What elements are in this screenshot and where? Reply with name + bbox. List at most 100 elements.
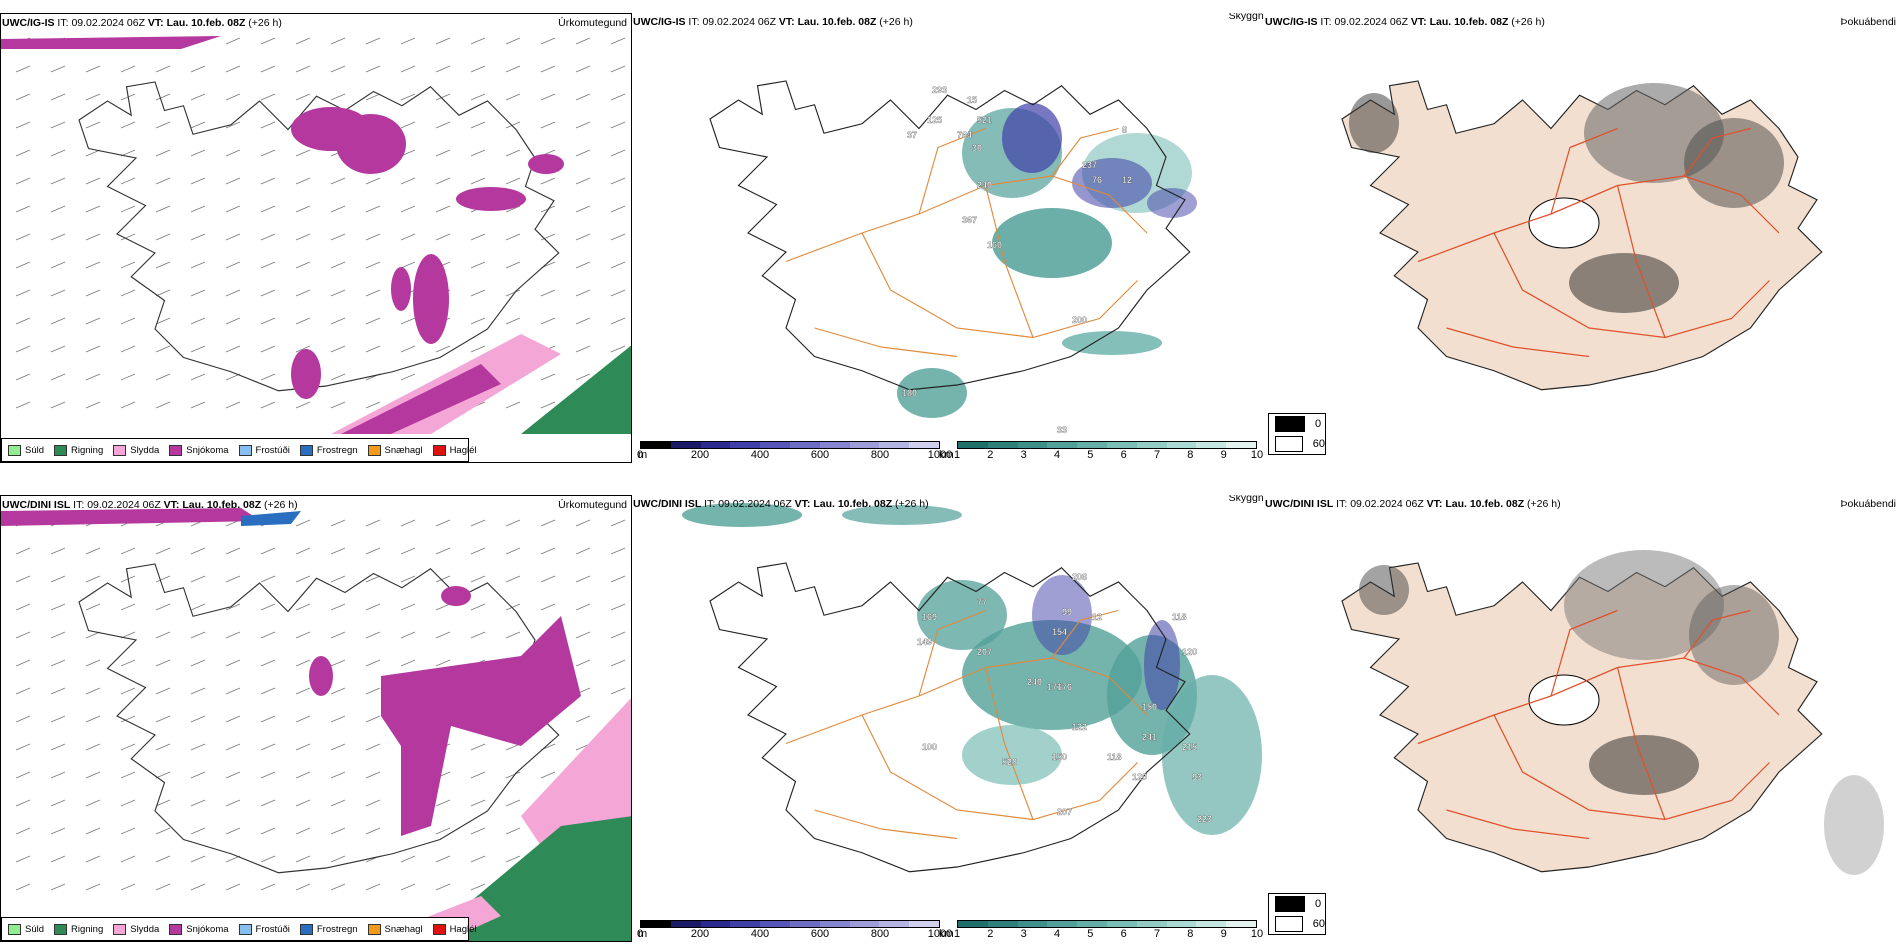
wind-barb bbox=[365, 687, 381, 695]
legend-swatch bbox=[54, 444, 68, 456]
wind-barb bbox=[190, 575, 206, 583]
wind-barb bbox=[225, 317, 241, 325]
wind-barb bbox=[190, 659, 206, 667]
wind-barb bbox=[190, 401, 206, 409]
ceiling-colorbar: 0 200 400 600 800 1000 m bbox=[637, 920, 952, 942]
wind-barb bbox=[120, 659, 136, 667]
wind-barb bbox=[85, 317, 101, 325]
colorbar-segment bbox=[700, 921, 731, 927]
map-title: UWC/DINI ISL IT: 09.02.2024 06Z VT: Lau.… bbox=[2, 499, 298, 511]
wind-barb bbox=[120, 827, 136, 835]
colorbar-tick: 3 bbox=[1020, 928, 1027, 940]
wind-barb bbox=[575, 547, 591, 555]
wind-barb bbox=[540, 575, 556, 583]
wind-barb bbox=[225, 401, 241, 409]
colorbar-segment bbox=[819, 921, 850, 927]
colorbar-segment bbox=[1136, 442, 1167, 448]
wind-barb bbox=[435, 519, 451, 527]
wind-barb bbox=[120, 177, 136, 185]
precip-type-map-ig: UWC/IG-IS IT: 09.02.2024 06Z VT: Lau. 10… bbox=[0, 13, 632, 463]
wind-barb bbox=[15, 743, 31, 751]
wind-barb bbox=[435, 603, 451, 611]
wind-barb bbox=[50, 631, 66, 639]
wind-barb bbox=[15, 603, 31, 611]
wind-barb bbox=[295, 401, 311, 409]
snow-area bbox=[309, 656, 333, 696]
snow-area bbox=[341, 364, 501, 434]
wind-barb bbox=[330, 855, 346, 863]
wind-barb bbox=[540, 603, 556, 611]
wind-barb bbox=[505, 401, 521, 409]
wind-barb bbox=[295, 289, 311, 297]
wind-barb bbox=[505, 177, 521, 185]
ceiling-value-label: 176 bbox=[1057, 682, 1072, 692]
wind-barb bbox=[610, 289, 626, 297]
wind-barb bbox=[400, 883, 416, 891]
wind-barb bbox=[85, 177, 101, 185]
wind-barb bbox=[295, 743, 311, 751]
wind-barb bbox=[15, 799, 31, 807]
ceiling-value-label: 100 bbox=[922, 742, 937, 752]
wind-barb bbox=[610, 631, 626, 639]
colorbar-segment bbox=[1226, 921, 1256, 927]
wind-barb bbox=[610, 687, 626, 695]
wind-barb bbox=[330, 345, 346, 353]
legend-swatch bbox=[8, 444, 21, 456]
wind-barb bbox=[155, 317, 171, 325]
wind-barb bbox=[15, 827, 31, 835]
colorbar-tick: 3 bbox=[1020, 449, 1027, 461]
ceiling-value-label: 125 bbox=[927, 115, 942, 125]
colorbar-tick: 5 bbox=[1087, 449, 1094, 461]
legend-swatch bbox=[432, 923, 446, 935]
colorbar-segment bbox=[987, 442, 1018, 448]
wind-barb bbox=[50, 827, 66, 835]
wind-barb bbox=[400, 177, 416, 185]
wind-barb bbox=[50, 575, 66, 583]
wind-barb bbox=[330, 289, 346, 297]
road-network bbox=[1417, 609, 1780, 840]
ceiling-value-label: 77 bbox=[977, 597, 987, 607]
wind-barb bbox=[85, 631, 101, 639]
wind-barb bbox=[330, 659, 346, 667]
legend-swatch bbox=[299, 444, 313, 456]
wind-barb bbox=[610, 603, 626, 611]
wind-barb bbox=[120, 715, 136, 723]
wind-barb bbox=[575, 205, 591, 213]
colorbar-segment bbox=[670, 921, 701, 927]
wind-barb bbox=[330, 827, 346, 835]
wind-barb bbox=[470, 827, 486, 835]
wind-barb bbox=[330, 401, 346, 409]
wind-barb bbox=[260, 121, 276, 129]
legend-label: Slydda bbox=[130, 444, 160, 456]
wind-barb bbox=[435, 631, 451, 639]
wind-barb bbox=[50, 261, 66, 269]
colorbar-segment bbox=[1166, 442, 1197, 448]
legend-item: Frostregn bbox=[299, 444, 358, 456]
wind-barb bbox=[505, 205, 521, 213]
ceiling-value-label: 367 bbox=[962, 215, 977, 225]
colorbar-segment bbox=[1077, 921, 1107, 927]
colorbar-segment bbox=[909, 921, 939, 927]
wind-barb bbox=[575, 373, 591, 381]
wind-barb bbox=[505, 121, 521, 129]
wind-barb bbox=[400, 631, 416, 639]
wind-barb bbox=[435, 177, 451, 185]
wind-barb bbox=[575, 177, 591, 185]
ceiling-value-label: 12 bbox=[1092, 612, 1102, 622]
ceiling-value-label: 122 bbox=[1072, 722, 1087, 732]
wind-barb bbox=[85, 827, 101, 835]
wind-barb bbox=[225, 205, 241, 213]
legend-label: Snjókoma bbox=[186, 923, 229, 935]
wind-barb bbox=[575, 603, 591, 611]
wind-barb bbox=[470, 289, 486, 297]
wind-barb bbox=[260, 317, 276, 325]
wind-barb bbox=[50, 715, 66, 723]
legend-item: Frostúði bbox=[238, 444, 290, 456]
legend-swatch bbox=[113, 444, 127, 456]
wind-barb bbox=[295, 715, 311, 723]
ceiling-value-label: 120 bbox=[1132, 772, 1147, 782]
legend-item: Haglél bbox=[432, 923, 477, 935]
wind-barb bbox=[610, 233, 626, 241]
colorbar-tick: 9 bbox=[1220, 928, 1227, 940]
